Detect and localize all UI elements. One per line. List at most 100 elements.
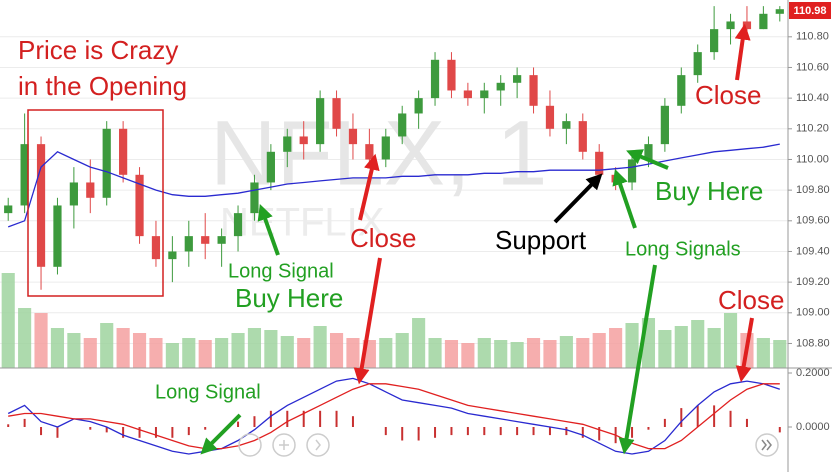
volume-bar [165, 343, 179, 368]
candle-body [381, 136, 390, 160]
candle-body [513, 75, 522, 83]
candle-body [529, 75, 538, 106]
candle-body [316, 98, 325, 145]
y-tick-label: 109.40 [796, 245, 830, 257]
candle-body [184, 236, 193, 252]
y-tick-label: 110.20 [796, 123, 829, 135]
volume-bar [379, 338, 393, 368]
watermark-sub: NETFLIX [220, 201, 384, 245]
candle-body [332, 98, 341, 129]
candle-body [693, 52, 702, 76]
volume-bar [67, 333, 81, 368]
nav-icon [761, 439, 772, 451]
candle-body [233, 213, 243, 237]
moving-average [7, 143, 780, 228]
candle-body [283, 136, 292, 152]
candle-body [496, 82, 505, 91]
candle-body [726, 21, 735, 30]
arrow [200, 413, 242, 455]
arrow [734, 23, 751, 81]
arrow [257, 203, 280, 256]
volume-bar [428, 338, 442, 368]
annotation: Close [718, 285, 784, 315]
candle-body [644, 144, 653, 160]
candle-body [53, 205, 62, 267]
candles [4, 6, 784, 290]
candle-body [545, 105, 555, 129]
annotation: Price is Crazy [18, 35, 178, 65]
volume-bar [297, 338, 311, 368]
current-price: 110.98 [793, 5, 826, 17]
candle-body [119, 128, 128, 175]
arrow [618, 264, 657, 455]
candle-body [266, 151, 275, 183]
candle-body [365, 144, 374, 160]
y-tick-label: 110.60 [796, 61, 829, 73]
candle-body [759, 13, 768, 30]
nav-icon [279, 440, 289, 450]
annotation: Close [695, 80, 761, 110]
y-tick-label: 109.60 [796, 215, 830, 227]
volume-bar [477, 338, 491, 368]
volume-bar [658, 330, 672, 368]
candle-body [86, 182, 95, 198]
volume-bar [198, 340, 212, 368]
candle-body [463, 90, 472, 99]
volume-bar [691, 320, 705, 368]
price-badge [789, 2, 831, 19]
nav-buttons [238, 433, 779, 457]
candle-body [677, 75, 686, 106]
volume-bar [576, 338, 590, 368]
candle-body [742, 21, 752, 30]
signal-line [8, 383, 780, 450]
volume-bar [83, 338, 97, 368]
candle-body [578, 121, 587, 152]
arrow [358, 153, 380, 221]
candle-body [102, 128, 111, 198]
volume-bar [494, 340, 508, 368]
annotation: in the Opening [18, 71, 187, 101]
y-tick-label: 109.00 [796, 307, 830, 319]
y-tick-label: 110.00 [796, 153, 829, 165]
nav-button[interactable] [755, 433, 779, 457]
volume-bar [592, 333, 606, 368]
volume-bar [444, 340, 459, 368]
arrow [735, 317, 754, 383]
y-tick-label: 0.2000 [796, 367, 830, 379]
volume-bar [215, 338, 229, 368]
volume-bar [609, 328, 623, 368]
volume-bar [543, 340, 557, 368]
volume-bar [1, 273, 15, 368]
volume-bar [461, 343, 475, 368]
volume-bar [50, 328, 65, 368]
y-tick-label: 0.0000 [796, 421, 830, 433]
highlight-box [27, 109, 164, 297]
volume-bar [132, 333, 147, 368]
annotation: Buy Here [655, 176, 763, 206]
candle-body [348, 128, 358, 145]
candle-body [36, 144, 46, 267]
volume-bar [149, 338, 163, 368]
arrow [553, 173, 603, 224]
nav-button[interactable] [238, 433, 262, 457]
volume-bar [182, 338, 196, 368]
nav-button[interactable] [306, 433, 330, 457]
candle-body [135, 174, 144, 237]
volume-bar [264, 330, 278, 368]
volume [1, 273, 787, 368]
volume-bar [18, 308, 32, 368]
nav-button[interactable] [272, 433, 296, 457]
candle-body [20, 144, 29, 206]
candle-body [4, 205, 13, 214]
nav-icon [315, 439, 321, 451]
volume-bar [34, 313, 48, 368]
candle-body [414, 98, 423, 114]
y-tick-label: 110.40 [796, 92, 829, 104]
candle-body [217, 236, 226, 244]
volume-bar [510, 342, 524, 368]
macd-line [7, 377, 781, 455]
volume-bar [395, 333, 409, 368]
arrow [626, 149, 669, 170]
grid [0, 36, 788, 344]
arrow [612, 168, 637, 229]
